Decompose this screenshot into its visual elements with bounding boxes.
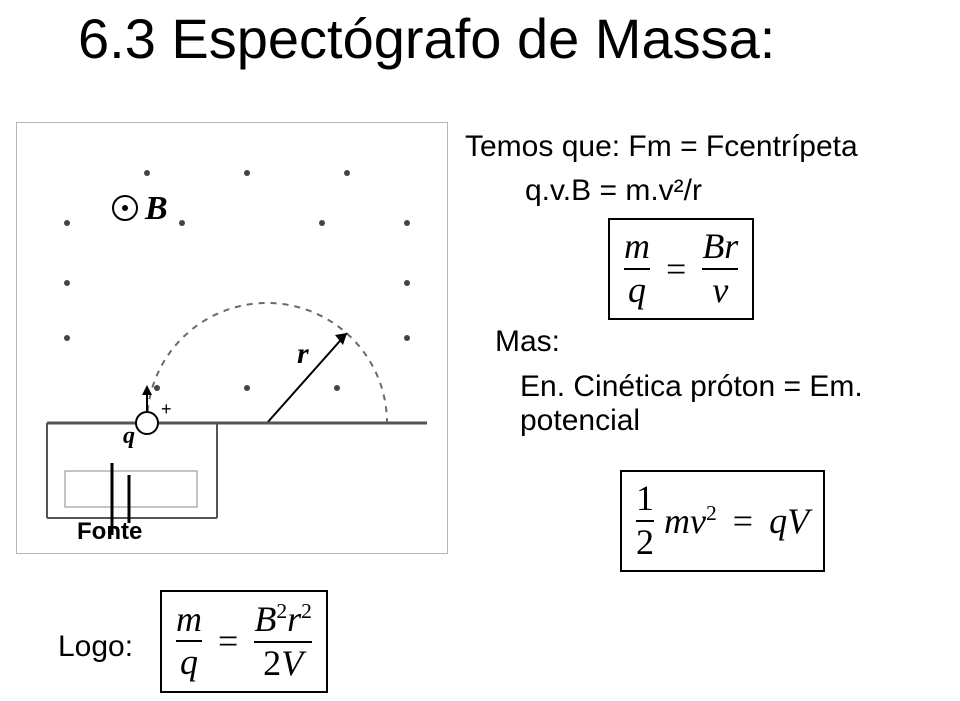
derivation-text: Temos que: Fm = Fcentrípeta q.v.B = m.v²… bbox=[465, 125, 858, 212]
equals-2: = bbox=[727, 500, 759, 542]
box3-den-left: q bbox=[180, 644, 198, 682]
box3-B-sup: 2 bbox=[276, 599, 287, 623]
box1-den-left: q bbox=[628, 272, 646, 310]
page-title: 6.3 Espectógrafo de Massa: bbox=[78, 6, 775, 71]
box3-r: r bbox=[287, 599, 301, 639]
box1-num-left: m bbox=[624, 228, 650, 266]
plus-label: + bbox=[161, 399, 172, 419]
box3-num-left: m bbox=[176, 601, 202, 639]
energy-box: 1 2 mv2 = qV bbox=[620, 470, 825, 572]
fonte-label: Fonte bbox=[77, 518, 142, 545]
line-fm: Temos que: Fm = Fcentrípeta bbox=[465, 125, 858, 169]
box3-r-sup: 2 bbox=[301, 599, 312, 623]
equals-3: = bbox=[212, 620, 244, 662]
line-qvb: q.v.B = m.v²/r bbox=[525, 169, 858, 213]
radius-label: r bbox=[297, 337, 309, 370]
charge-label: q bbox=[123, 423, 135, 449]
ratio-box: m q = Br v bbox=[608, 218, 754, 320]
box2-mv: mv bbox=[664, 501, 706, 541]
result-box: m q = B2r2 2V bbox=[160, 590, 328, 693]
box2-sup: 2 bbox=[706, 501, 717, 525]
box1-num-right: Br bbox=[702, 228, 738, 266]
mass-spectrograph-diagram: B r q + Fonte bbox=[16, 122, 448, 554]
box2-den: 2 bbox=[636, 524, 654, 562]
box3-B: B bbox=[254, 599, 276, 639]
equals-1: = bbox=[660, 248, 692, 290]
mas-label: Mas: bbox=[495, 325, 560, 359]
kinetic-line: En. Cinética próton = Em. potencial bbox=[520, 370, 960, 438]
b-field-label: B bbox=[144, 190, 168, 227]
logo-label: Logo: bbox=[58, 630, 133, 664]
box2-num: 1 bbox=[636, 480, 654, 518]
box2-rhs: qV bbox=[769, 500, 809, 542]
box1-den-right: v bbox=[712, 272, 728, 310]
